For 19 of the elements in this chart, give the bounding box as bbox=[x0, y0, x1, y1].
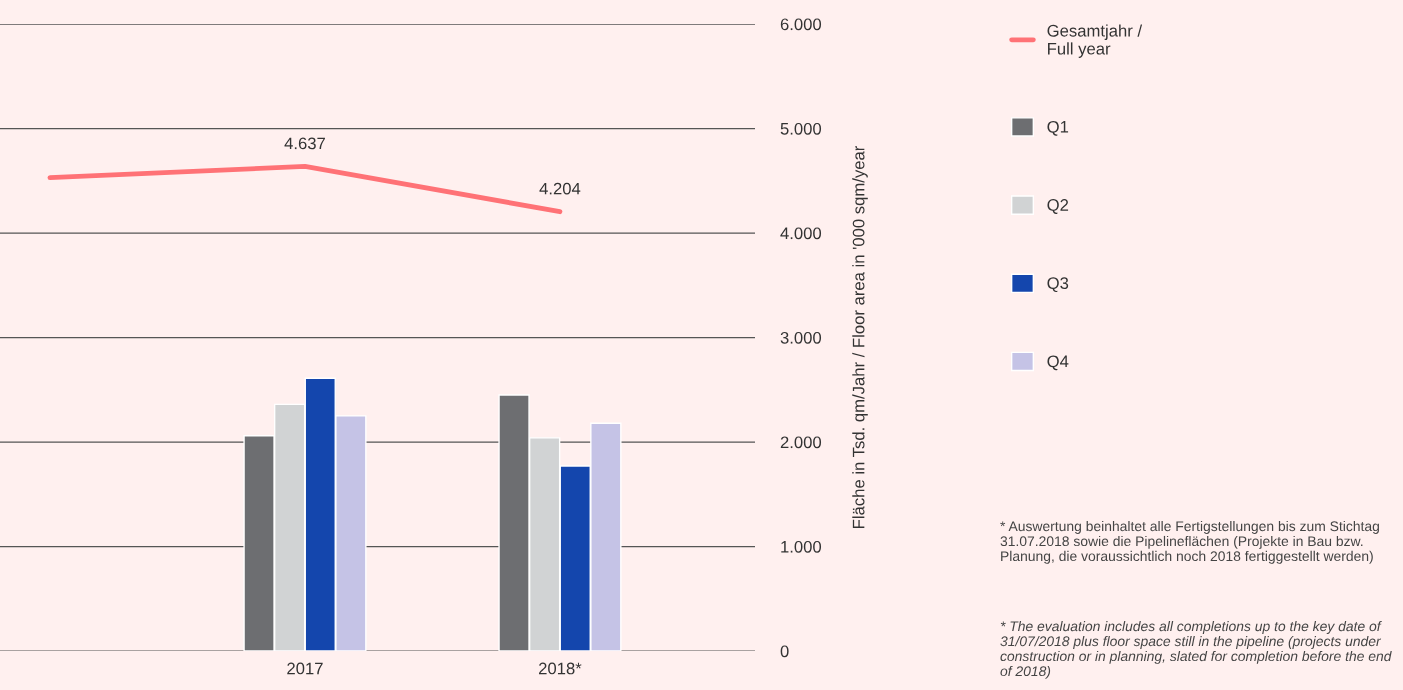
x-tick-label: 2017 bbox=[287, 662, 323, 675]
text: * The evaluation includes all completions up to the key date of 31/07/2018 plus floor space still in the pipeline (projects under construction or in planning, slated for completion before the end of 2018) bbox=[1000, 621, 1392, 679]
y-tick-label: 5.000 bbox=[780, 122, 822, 135]
x-tick-label: 2018* bbox=[539, 662, 582, 675]
y-tick-label: 3.000 bbox=[780, 331, 822, 344]
y-axis-title: Fläche in Tsd. qm/Jahr / Floor area in '000 sqm/year bbox=[852, 145, 868, 528]
y-tick-label: 0 bbox=[780, 645, 789, 658]
legend-label: Q3 bbox=[1047, 277, 1069, 293]
y-tick-label: 2.000 bbox=[780, 436, 822, 449]
legend-label: Q2 bbox=[1047, 199, 1069, 214]
y-tick-label: 6.000 bbox=[780, 18, 822, 31]
legend-label: Gesamtjahr / Full year bbox=[1047, 24, 1143, 58]
y-tick-label: 1.000 bbox=[781, 540, 822, 553]
legend-label: Q1 bbox=[1047, 120, 1069, 136]
data-label: 4.204 bbox=[539, 182, 581, 195]
text: * Auswertung beinhaltet alle Fertigstellungen bis zum Stichtag 31.07.2018 sowie die Pipelineflächen (Projekte in Bau bzw. Planung, die voraussichtlich noch 2018 fertiggestellt werden) bbox=[1000, 520, 1379, 564]
data-label: 4.637 bbox=[284, 137, 325, 150]
legend-label: Q4 bbox=[1047, 355, 1069, 371]
y-tick-label: 4.000 bbox=[780, 227, 822, 240]
